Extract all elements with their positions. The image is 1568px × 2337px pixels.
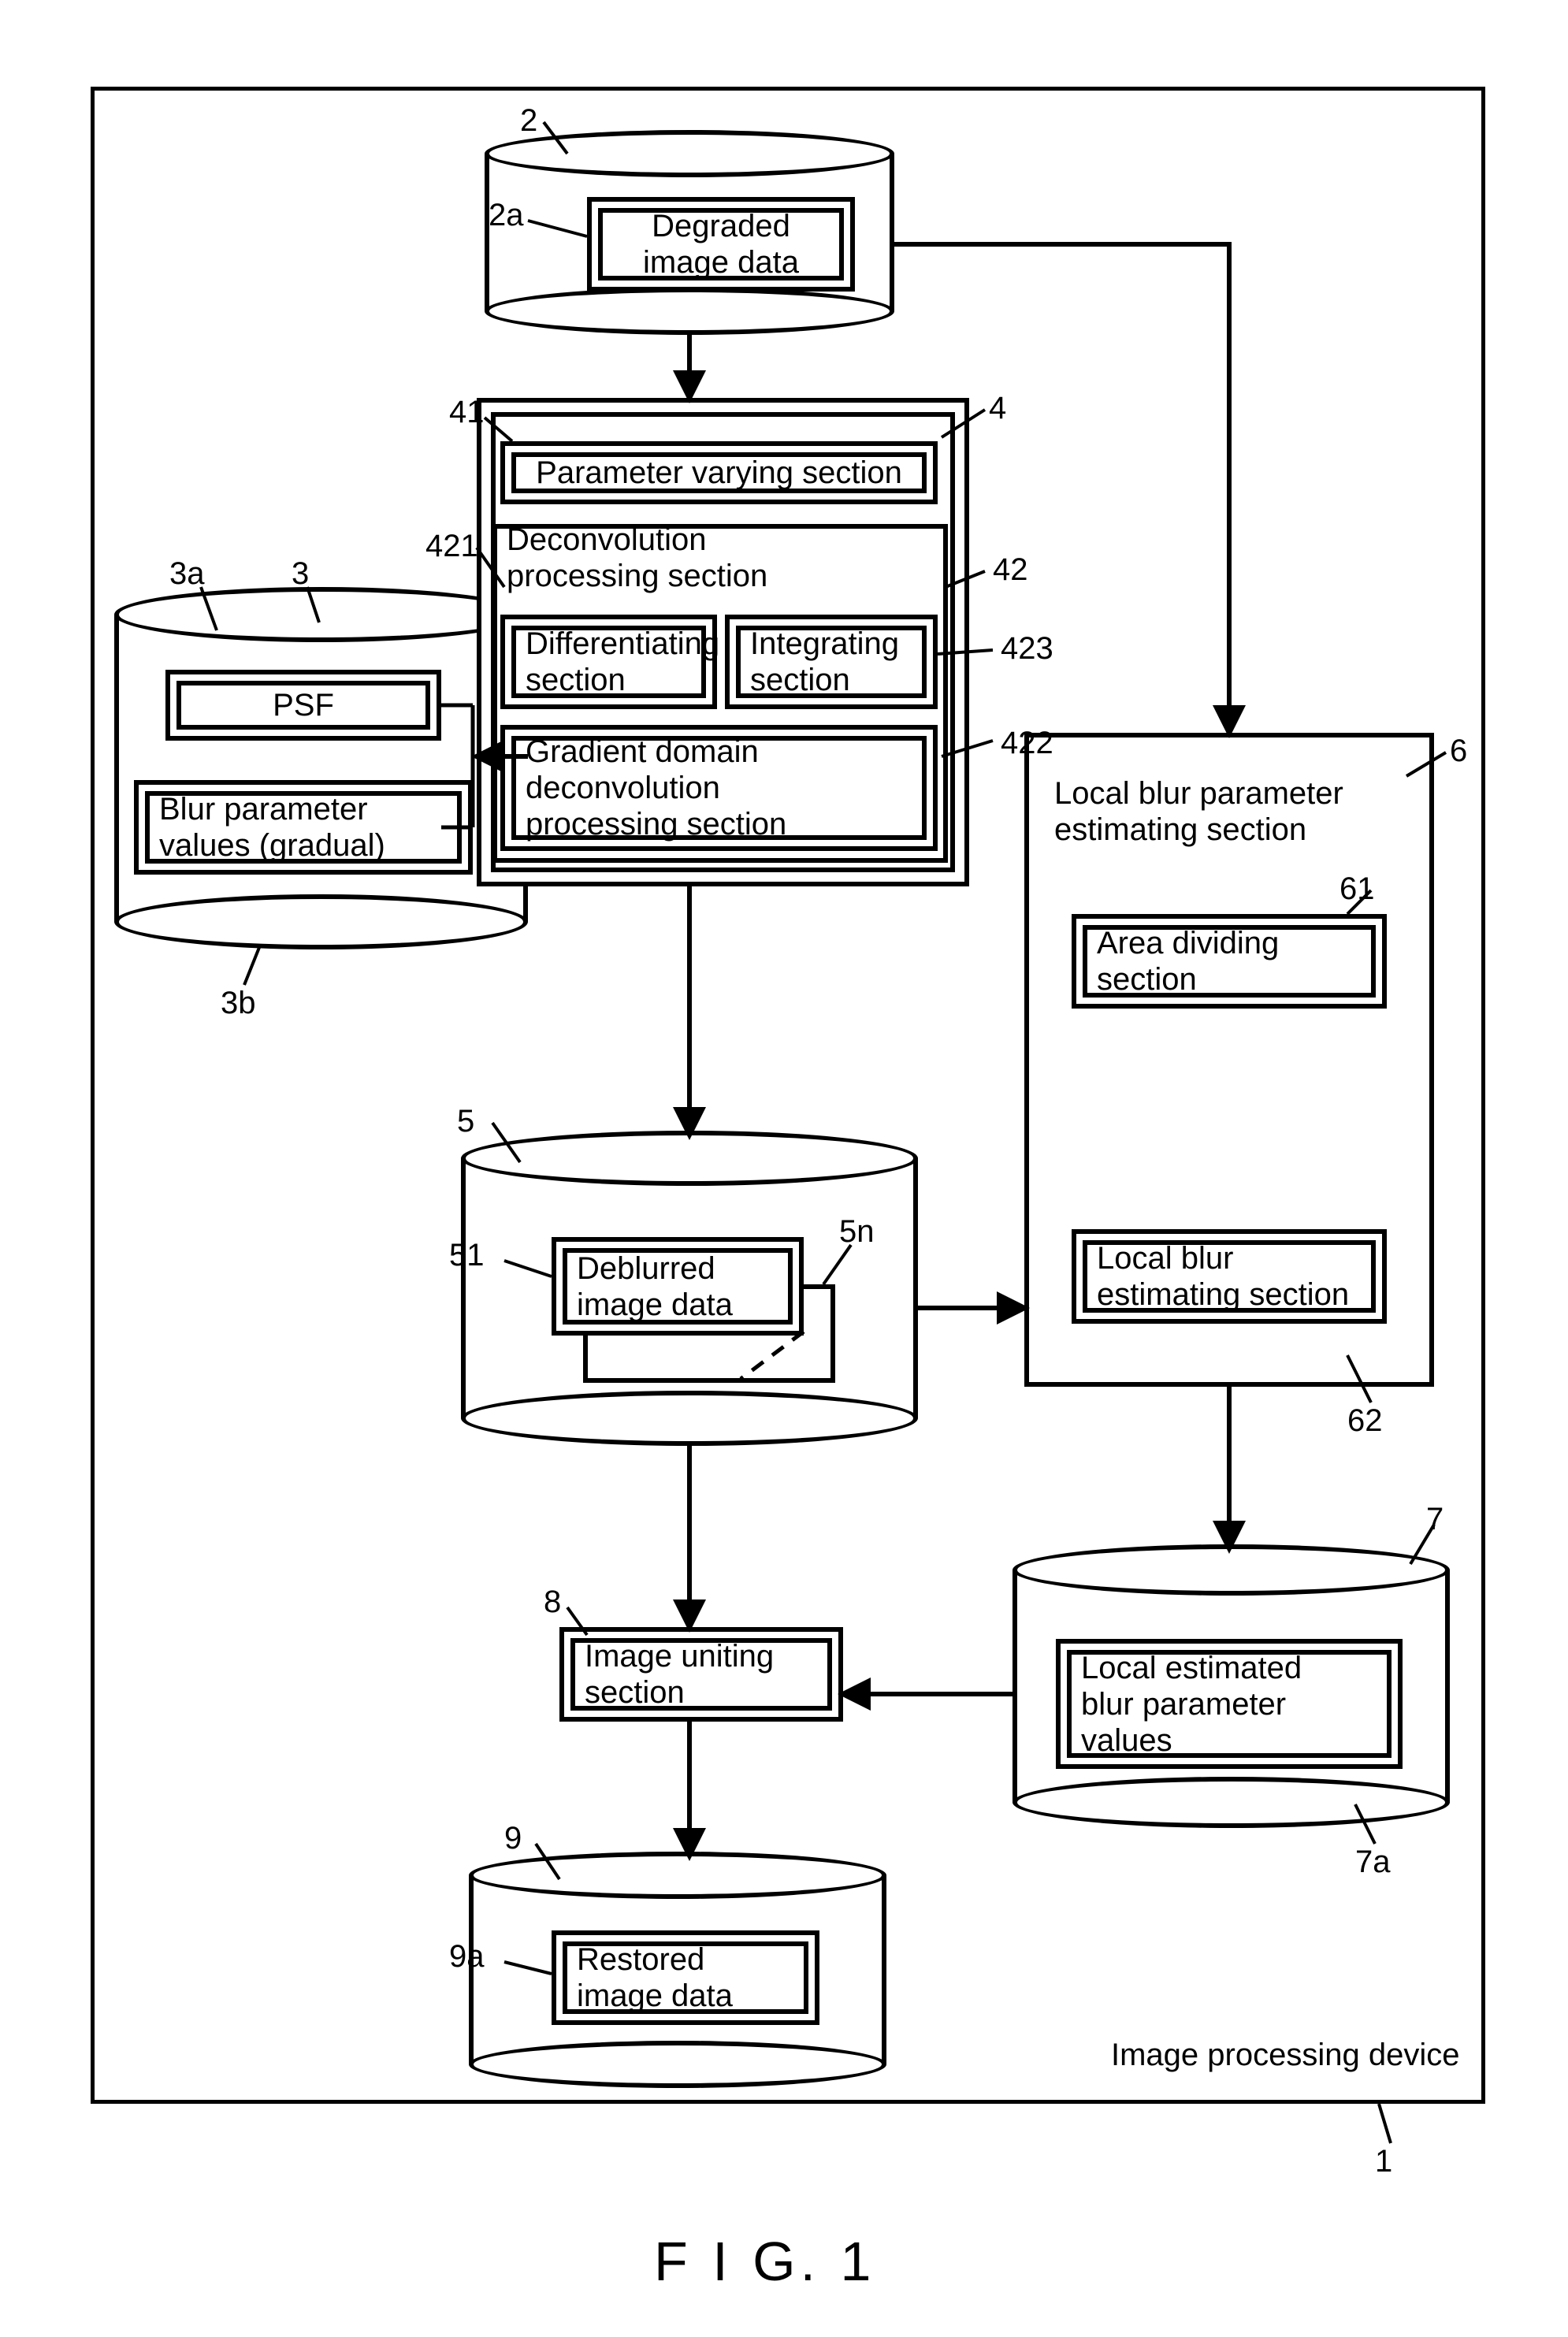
box-b3b: Blur parameter values (gradual) [134, 780, 473, 875]
box-b41-label: Parameter varying section [526, 460, 912, 485]
label-l6: 6 [1450, 733, 1467, 769]
label-l2a: 2a [489, 197, 524, 233]
label-l4: 4 [989, 390, 1006, 426]
label-l7: 7 [1426, 1501, 1444, 1537]
label-l3b: 3b [221, 985, 256, 1021]
box-b2a: Degraded image data [587, 197, 855, 292]
box-b7a-label: Local estimated blur parameter values [1081, 1658, 1377, 1750]
label-l42: 42 [993, 552, 1028, 588]
label-l61: 61 [1339, 871, 1375, 907]
cylinder-db3 [114, 587, 528, 949]
label-l51: 51 [449, 1237, 485, 1273]
box-b8-label: Image uniting section [585, 1646, 818, 1703]
box-b2a-label: Degraded image data [612, 216, 830, 273]
box-b42-label: Deconvolution processing section [507, 528, 935, 587]
box-b62: Local blur estimating section [1072, 1229, 1387, 1324]
box-b422: Gradient domain deconvolution processing… [500, 725, 938, 851]
box-b41: Parameter varying section [500, 441, 938, 504]
label-l3: 3 [292, 555, 309, 592]
box-b3b-label: Blur parameter values (gradual) [159, 799, 448, 856]
label-l421: 421 [425, 528, 478, 564]
label-l2: 2 [520, 102, 537, 139]
box-b42: Deconvolution processing section [492, 520, 949, 595]
label-l41: 41 [449, 394, 485, 430]
box-b421-label: Differentiating section [526, 633, 692, 690]
box-b6t-label: Local blur parameter estimating section [1054, 764, 1404, 859]
label-l5n: 5n [839, 1213, 875, 1250]
box-b7a: Local estimated blur parameter values [1056, 1639, 1403, 1769]
label-l1: 1 [1375, 2143, 1392, 2179]
label-l7a: 7a [1355, 1844, 1391, 1880]
label-l8: 8 [544, 1584, 561, 1620]
box-b51-label: Deblurred image data [577, 1256, 778, 1317]
box-b421: Differentiating section [500, 615, 717, 709]
label-ldev: Image processing device [1111, 2037, 1459, 2073]
box-b51: Deblurred image data [552, 1237, 804, 1336]
box-b9a: Restored image data [552, 1930, 819, 2025]
box-b422-label: Gradient domain deconvolution processing… [526, 744, 912, 832]
box-b3a: PSF [165, 670, 441, 741]
box-b61: Area dividing section [1072, 914, 1387, 1009]
box-b6t: Local blur parameter estimating section [1040, 756, 1418, 867]
box-b61-label: Area dividing section [1097, 933, 1362, 990]
label-l9: 9 [504, 1820, 522, 1856]
box-b423: Integrating section [725, 615, 938, 709]
box-b9a-label: Restored image data [577, 1949, 794, 2006]
label-fig: F I G. 1 [654, 2230, 875, 2293]
label-l422: 422 [1001, 725, 1053, 761]
label-l3a: 3a [169, 555, 205, 592]
label-l5: 5 [457, 1103, 474, 1139]
box-b3a-label: PSF [191, 689, 416, 722]
label-l62: 62 [1347, 1403, 1383, 1439]
box-b62-label: Local blur estimating section [1097, 1248, 1362, 1305]
box-b8: Image uniting section [559, 1627, 843, 1722]
box-b423-label: Integrating section [750, 633, 912, 690]
label-l423: 423 [1001, 630, 1053, 667]
label-l9a: 9a [449, 1938, 485, 1975]
